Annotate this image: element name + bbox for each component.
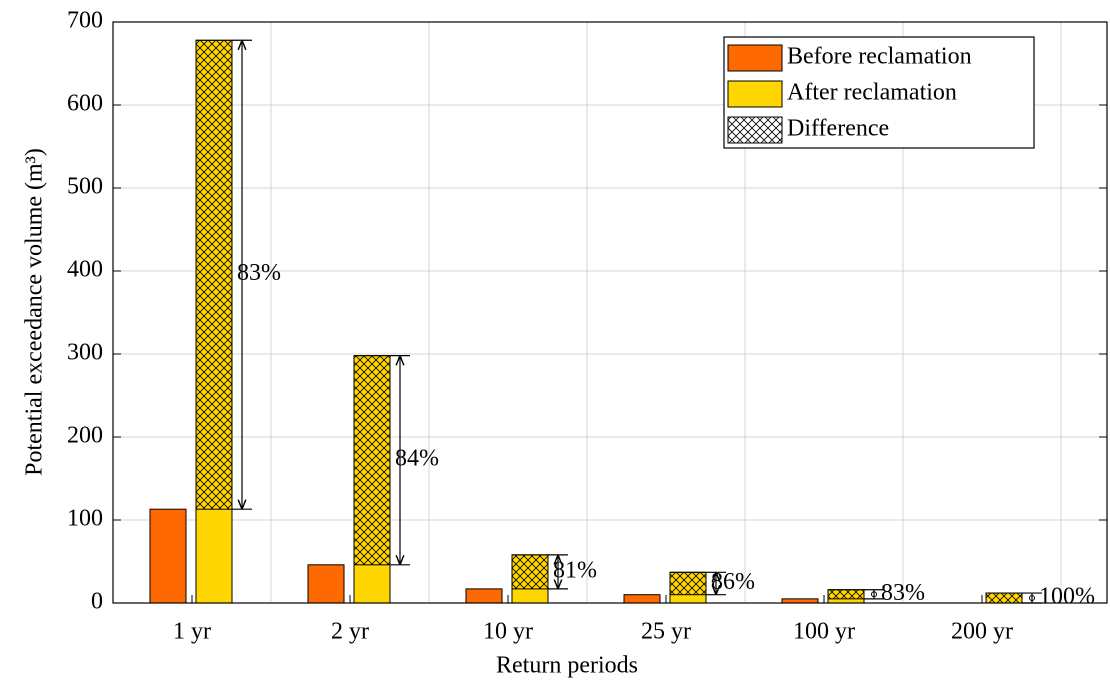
bar-before <box>307 564 345 604</box>
y-tick-label: 700 <box>67 8 103 34</box>
legend-swatch <box>727 80 783 108</box>
x-tick-label: 2 yr <box>331 619 369 645</box>
difference-hatch <box>985 592 1023 604</box>
x-tick-label: 10 yr <box>483 619 533 645</box>
bar-before <box>149 508 187 604</box>
legend-swatch <box>727 44 783 72</box>
difference-label: 84% <box>395 446 439 472</box>
plot-frame <box>112 21 1108 604</box>
legend-label: Difference <box>787 116 889 142</box>
x-axis-label: Return periods <box>496 653 638 679</box>
y-tick-label: 300 <box>67 340 103 366</box>
difference-label: 100% <box>1039 584 1095 610</box>
bar-before <box>623 594 661 604</box>
x-tick-label: 25 yr <box>641 619 691 645</box>
y-tick-label: 200 <box>67 423 103 449</box>
difference-label: 83% <box>881 580 925 606</box>
y-tick-label: 100 <box>67 506 103 532</box>
y-tick-label: 600 <box>67 91 103 117</box>
difference-hatch <box>353 355 391 566</box>
difference-hatch <box>195 39 233 510</box>
y-tick-label: 400 <box>67 257 103 283</box>
difference-label: 81% <box>553 557 597 583</box>
arrow-dot <box>871 591 877 598</box>
x-tick-label: 100 yr <box>793 619 855 645</box>
difference-hatch <box>827 589 865 600</box>
x-tick-label: 200 yr <box>951 619 1013 645</box>
difference-label: 83% <box>237 260 281 286</box>
difference-label: 86% <box>711 569 755 595</box>
legend-swatch <box>727 116 783 144</box>
bar-before <box>781 598 819 604</box>
x-tick-label: 1 yr <box>173 619 211 645</box>
difference-hatch <box>669 571 707 596</box>
legend-label: After reclamation <box>787 80 957 106</box>
legend-label: Before reclamation <box>787 44 972 70</box>
arrow-dot <box>1029 595 1035 602</box>
y-tick-label: 0 <box>91 589 103 615</box>
y-axis-label: Potential exceedance volume (m³) <box>22 148 48 476</box>
bar-before <box>465 588 503 604</box>
y-tick-label: 500 <box>67 174 103 200</box>
difference-hatch <box>511 554 549 590</box>
